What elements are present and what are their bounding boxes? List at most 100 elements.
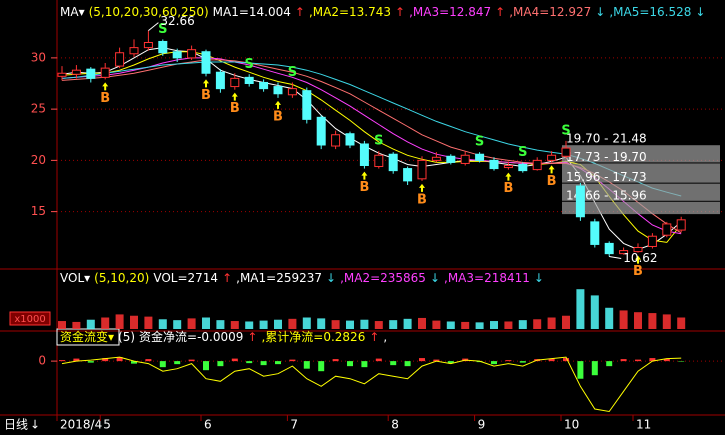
legend-item: ,MA1=259237 (236, 271, 322, 285)
y-tick-label: 15 (31, 204, 46, 218)
volume-bar (72, 321, 81, 329)
candle-body (604, 242, 614, 255)
flow-bar (591, 361, 598, 376)
legend-item: (5,10,20) (94, 271, 149, 285)
legend-item: MA▾ (60, 5, 85, 19)
chip-range-label: 14.66 - 15.96 (566, 188, 647, 202)
x-tick-label: 5 (103, 418, 111, 432)
period-arrow[interactable]: ↓ (30, 418, 40, 432)
buy-arrow (505, 172, 512, 181)
low-label: 10.62 (623, 251, 657, 265)
sell-signal: S (245, 57, 254, 72)
flow-bar (217, 361, 224, 367)
flow-line (61, 356, 682, 413)
flow-bar (447, 361, 454, 364)
candle-body (388, 153, 398, 172)
flow-bar (491, 361, 497, 365)
volume-bar (288, 318, 297, 329)
legend: 资金流变▾ (5) 资金净流=-0.0009 ↑ ,累计净流=0.2826 ↑, (60, 329, 387, 344)
candle-body (71, 69, 81, 75)
volume-bar (374, 321, 383, 329)
candle-body (172, 51, 182, 59)
chip-range (562, 183, 720, 201)
sell-signal: S (518, 145, 527, 160)
flow-bar (145, 359, 152, 362)
volume-bar (274, 319, 282, 329)
legend-item: 资金流变▾ (60, 329, 114, 344)
flow-bar (548, 358, 555, 362)
legend-item: ,累计净流=0.2826 (261, 330, 365, 344)
volume-bar (634, 312, 642, 329)
volume-bar (331, 320, 340, 329)
buy-arrow (548, 165, 555, 174)
flow-bar (318, 361, 325, 372)
candle-body (374, 154, 384, 168)
flow-bar (203, 361, 209, 371)
buy-signal: B (633, 264, 643, 279)
flow-bar (361, 361, 368, 368)
candle-body (662, 223, 672, 236)
legend-item: MA1=14.004 (213, 5, 291, 19)
buy-arrow (231, 92, 238, 101)
chip-range (562, 201, 720, 215)
legend-item: ,MA5=16.528 (609, 5, 691, 19)
volume-bar (144, 316, 153, 329)
flow-bar (246, 361, 253, 364)
flow-bar (188, 359, 195, 362)
buy-arrow (203, 79, 209, 88)
volume-bar (576, 289, 585, 329)
legend-item: ,MA3=218411 (444, 271, 530, 285)
volume-bar (86, 319, 95, 329)
candle-body (561, 147, 571, 157)
legend-item: (5) (118, 330, 135, 344)
volume-bar (130, 315, 138, 329)
candle-body (676, 219, 686, 231)
legend-item: VOL▾ (60, 271, 90, 285)
volume-bar (230, 321, 239, 329)
volume-bar (216, 320, 225, 329)
candle-body (475, 153, 485, 161)
x-tick-label: 11 (636, 418, 651, 432)
buy-signal: B (547, 174, 557, 189)
y-tick-label: 0 (38, 354, 46, 368)
flow-bar (663, 358, 670, 362)
flow-bar (159, 361, 166, 368)
flow-bar (116, 357, 123, 362)
candle-body (503, 165, 513, 169)
volume-bar (562, 315, 570, 329)
flow-bar (289, 359, 296, 362)
candle-body (86, 68, 96, 79)
flow-bar (347, 361, 353, 367)
candle-body (647, 235, 657, 247)
buy-arrow (275, 100, 281, 109)
x-tick-label: 6 (204, 418, 212, 432)
volume-bar (677, 317, 686, 329)
legend-item: ↓ (595, 5, 605, 19)
flow-bar (649, 358, 656, 362)
volume-bar (490, 321, 498, 329)
buy-signal: B (230, 101, 240, 116)
leader-line (148, 22, 159, 32)
legend-item: ↓ (430, 271, 440, 285)
volume-bar (58, 321, 66, 329)
buy-arrow (419, 183, 425, 192)
candle-body (215, 71, 225, 90)
flow-bar (332, 359, 339, 362)
volume-bar (101, 317, 110, 329)
flow-bar (102, 358, 109, 362)
chip-range-label: 17.73 - 19.70 (566, 150, 647, 164)
candle-body (460, 154, 470, 164)
volume-bar (173, 320, 182, 329)
period-selector[interactable]: 日线 (4, 418, 28, 432)
volume-bar (389, 320, 398, 329)
volume-bar (648, 313, 657, 329)
candle-body (518, 163, 528, 172)
chip-range (562, 163, 720, 183)
candle-body (259, 81, 269, 90)
flow-bar (231, 358, 238, 362)
candle-body (158, 40, 168, 54)
leader-line (609, 256, 622, 260)
legend-item: ↑ (369, 330, 379, 344)
flow-bar (174, 361, 181, 365)
chip-range-label: 15.96 - 17.73 (566, 170, 647, 184)
